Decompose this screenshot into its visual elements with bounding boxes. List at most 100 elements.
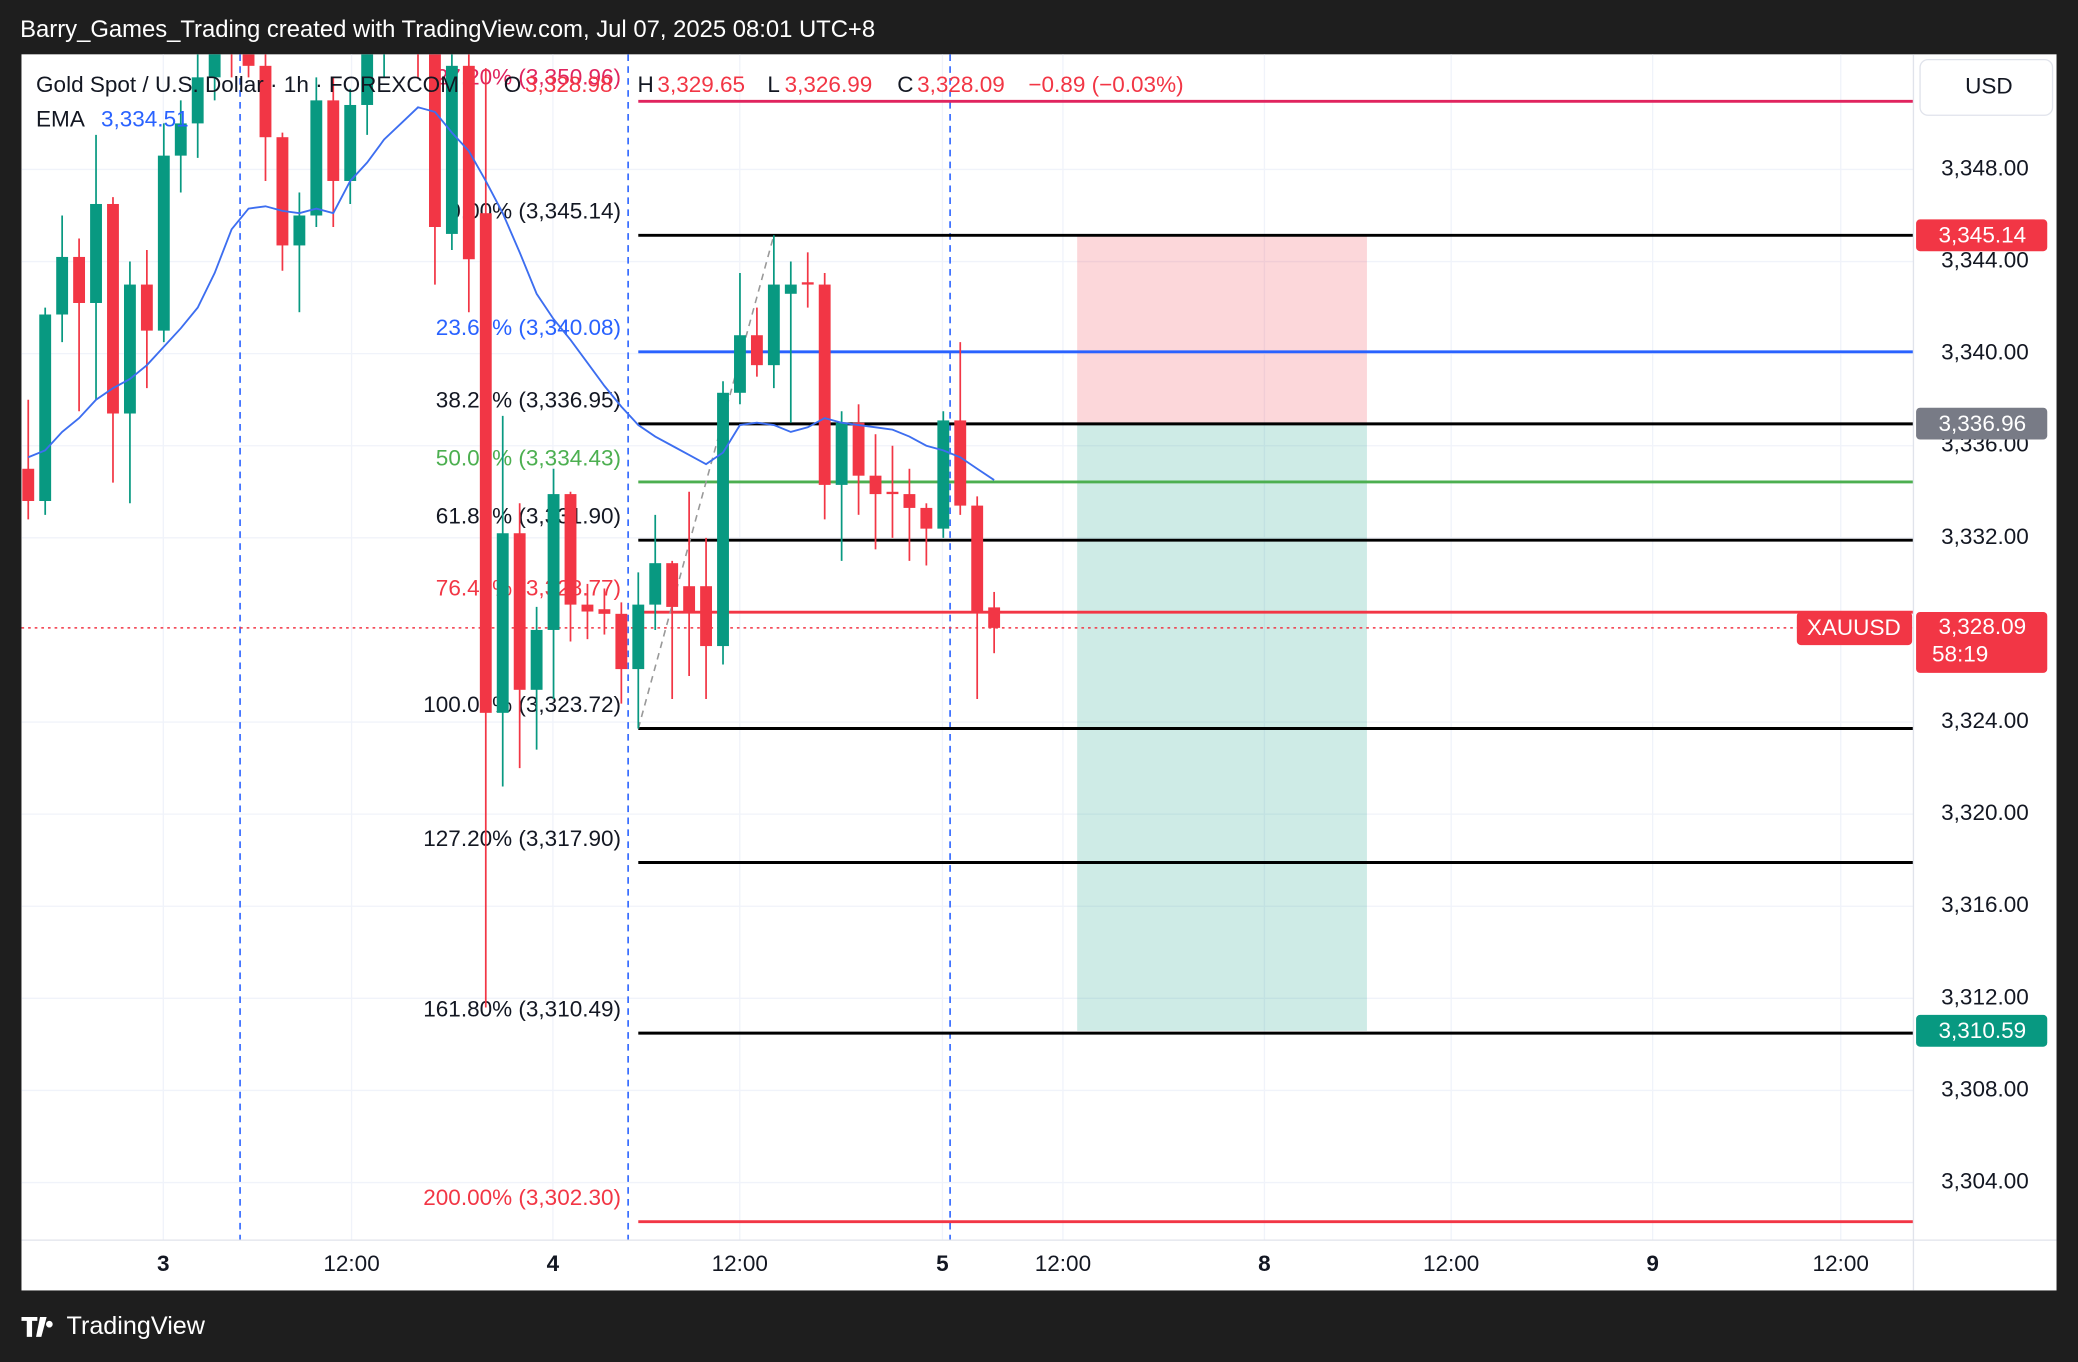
candle-body <box>564 494 577 605</box>
x-tick-label: 12:00 <box>1423 1251 1479 1276</box>
currency[interactable]: USD <box>1965 73 2013 98</box>
candle-body <box>615 613 628 670</box>
candle-body <box>378 54 391 55</box>
price-marker-label: 3,336.96 <box>1939 411 2027 436</box>
candle-body <box>801 282 814 285</box>
countdown: 58:19 <box>1932 642 1988 667</box>
last-price-marker <box>1916 611 2048 673</box>
candle-body <box>56 256 69 315</box>
candle-body <box>971 505 984 612</box>
candle-body <box>479 213 492 713</box>
candle-body <box>784 284 797 294</box>
axes: 3,348.003,344.003,340.003,336.003,332.00… <box>157 155 2048 1276</box>
fib-label: 200.00% (3,302.30) <box>423 1185 621 1210</box>
x-tick-label: 12:00 <box>712 1251 768 1276</box>
candle-body <box>174 123 187 156</box>
ema-line <box>27 106 995 481</box>
candle-body <box>717 392 729 647</box>
candle-body <box>361 54 374 105</box>
brand-logo <box>21 1316 53 1337</box>
y-tick-label: 3,332.00 <box>1941 524 2029 549</box>
fib-label: 100.00% (3,323.72) <box>423 692 621 717</box>
candle-body <box>327 100 340 181</box>
candle-body <box>496 533 509 713</box>
fib-label: 23.60% (3,340.08) <box>436 315 621 340</box>
candle-body <box>73 256 86 303</box>
chart-panel <box>21 54 2057 1291</box>
symbol-label: XAUUSD <box>1807 615 1901 640</box>
price-marker <box>1916 219 2048 252</box>
candle-body <box>429 54 441 228</box>
candle-body <box>666 563 679 607</box>
fib-label: 50.00% (3,334.43) <box>436 445 621 470</box>
candle-body <box>750 335 763 366</box>
fib-label: -27.20% (3,350.96) <box>428 65 621 90</box>
candle-body <box>700 586 713 647</box>
candle-body <box>276 137 289 246</box>
fib-label: 76.40% (3,328.77) <box>436 576 621 601</box>
price-marker <box>1916 1014 2048 1047</box>
y-tick-label: 3,348.00 <box>1941 155 2029 180</box>
fib-label: 161.80% (3,310.49) <box>423 997 621 1022</box>
candle-body <box>835 422 848 485</box>
legend-close: 3,328.09 <box>917 72 1005 97</box>
candle-body <box>107 203 119 414</box>
y-tick-label: 3,304.00 <box>1941 1168 2029 1193</box>
brand: TradingView <box>67 1312 206 1340</box>
candle-body <box>767 284 780 366</box>
candle-body <box>123 284 136 414</box>
legend-o: O <box>504 72 522 97</box>
candle-body <box>818 284 831 485</box>
y-tick-label: 3,312.00 <box>1941 984 2029 1009</box>
candle-body <box>242 54 255 66</box>
candle-body <box>852 422 865 476</box>
currency-button[interactable] <box>1919 58 2054 116</box>
y-tick-label: 3,340.00 <box>1941 340 2029 365</box>
candle-body <box>869 475 882 495</box>
candle-body <box>208 54 221 78</box>
x-tick-label: 8 <box>1258 1251 1271 1276</box>
y-tick-label: 3,344.00 <box>1941 247 2029 272</box>
candle-body <box>581 604 594 612</box>
ema-value: 3,334.51 <box>101 107 189 132</box>
x-tick-label: 5 <box>936 1251 949 1276</box>
x-tick-label: 12:00 <box>1035 1251 1091 1276</box>
legend-change: −0.89 (−0.03%) <box>1028 72 1183 97</box>
legend-high: 3,329.65 <box>657 72 745 97</box>
x-tick-label: 3 <box>157 1251 170 1276</box>
candle-body <box>310 100 323 216</box>
x-tick-label: 4 <box>547 1251 560 1276</box>
fib-label: 0.00% (3,345.14) <box>448 199 621 224</box>
symbol-marker <box>1796 611 1913 646</box>
fib-label: 61.80% (3,331.90) <box>436 504 621 529</box>
y-tick-label: 3,308.00 <box>1941 1076 2029 1101</box>
candle-body <box>598 609 611 614</box>
y-tick-label: 3,320.00 <box>1941 800 2029 825</box>
candle-body <box>530 629 543 690</box>
legend-open: 3,328.98 <box>525 72 613 97</box>
x-tick-label: 9 <box>1646 1251 1659 1276</box>
x-tick-label: 12:00 <box>1813 1251 1869 1276</box>
legend-c: C <box>897 72 913 97</box>
plot: -27.20% (3,350.96) 0.00% (3,345.14) 23.60%… <box>21 54 1914 1241</box>
candle-body <box>90 203 102 303</box>
candle-body <box>920 507 933 529</box>
candle-body <box>259 65 272 138</box>
candle-body <box>683 586 696 612</box>
header: Barry_Games_Trading created with Trading… <box>20 16 875 43</box>
candle-body <box>937 420 950 529</box>
candle-body <box>547 494 560 630</box>
candle-body <box>22 468 35 502</box>
price-marker-label: 3,345.14 <box>1939 223 2027 248</box>
fib-label: 127.20% (3,317.90) <box>423 826 621 851</box>
ema-name: EMA <box>36 107 85 132</box>
fib-trend <box>637 235 775 729</box>
legend-h: H <box>638 72 654 97</box>
candle-body <box>632 604 645 670</box>
y-tick-label: 3,324.00 <box>1941 708 2029 733</box>
grid <box>21 54 1914 1241</box>
candle-body <box>140 284 153 331</box>
candle-body <box>954 420 967 506</box>
